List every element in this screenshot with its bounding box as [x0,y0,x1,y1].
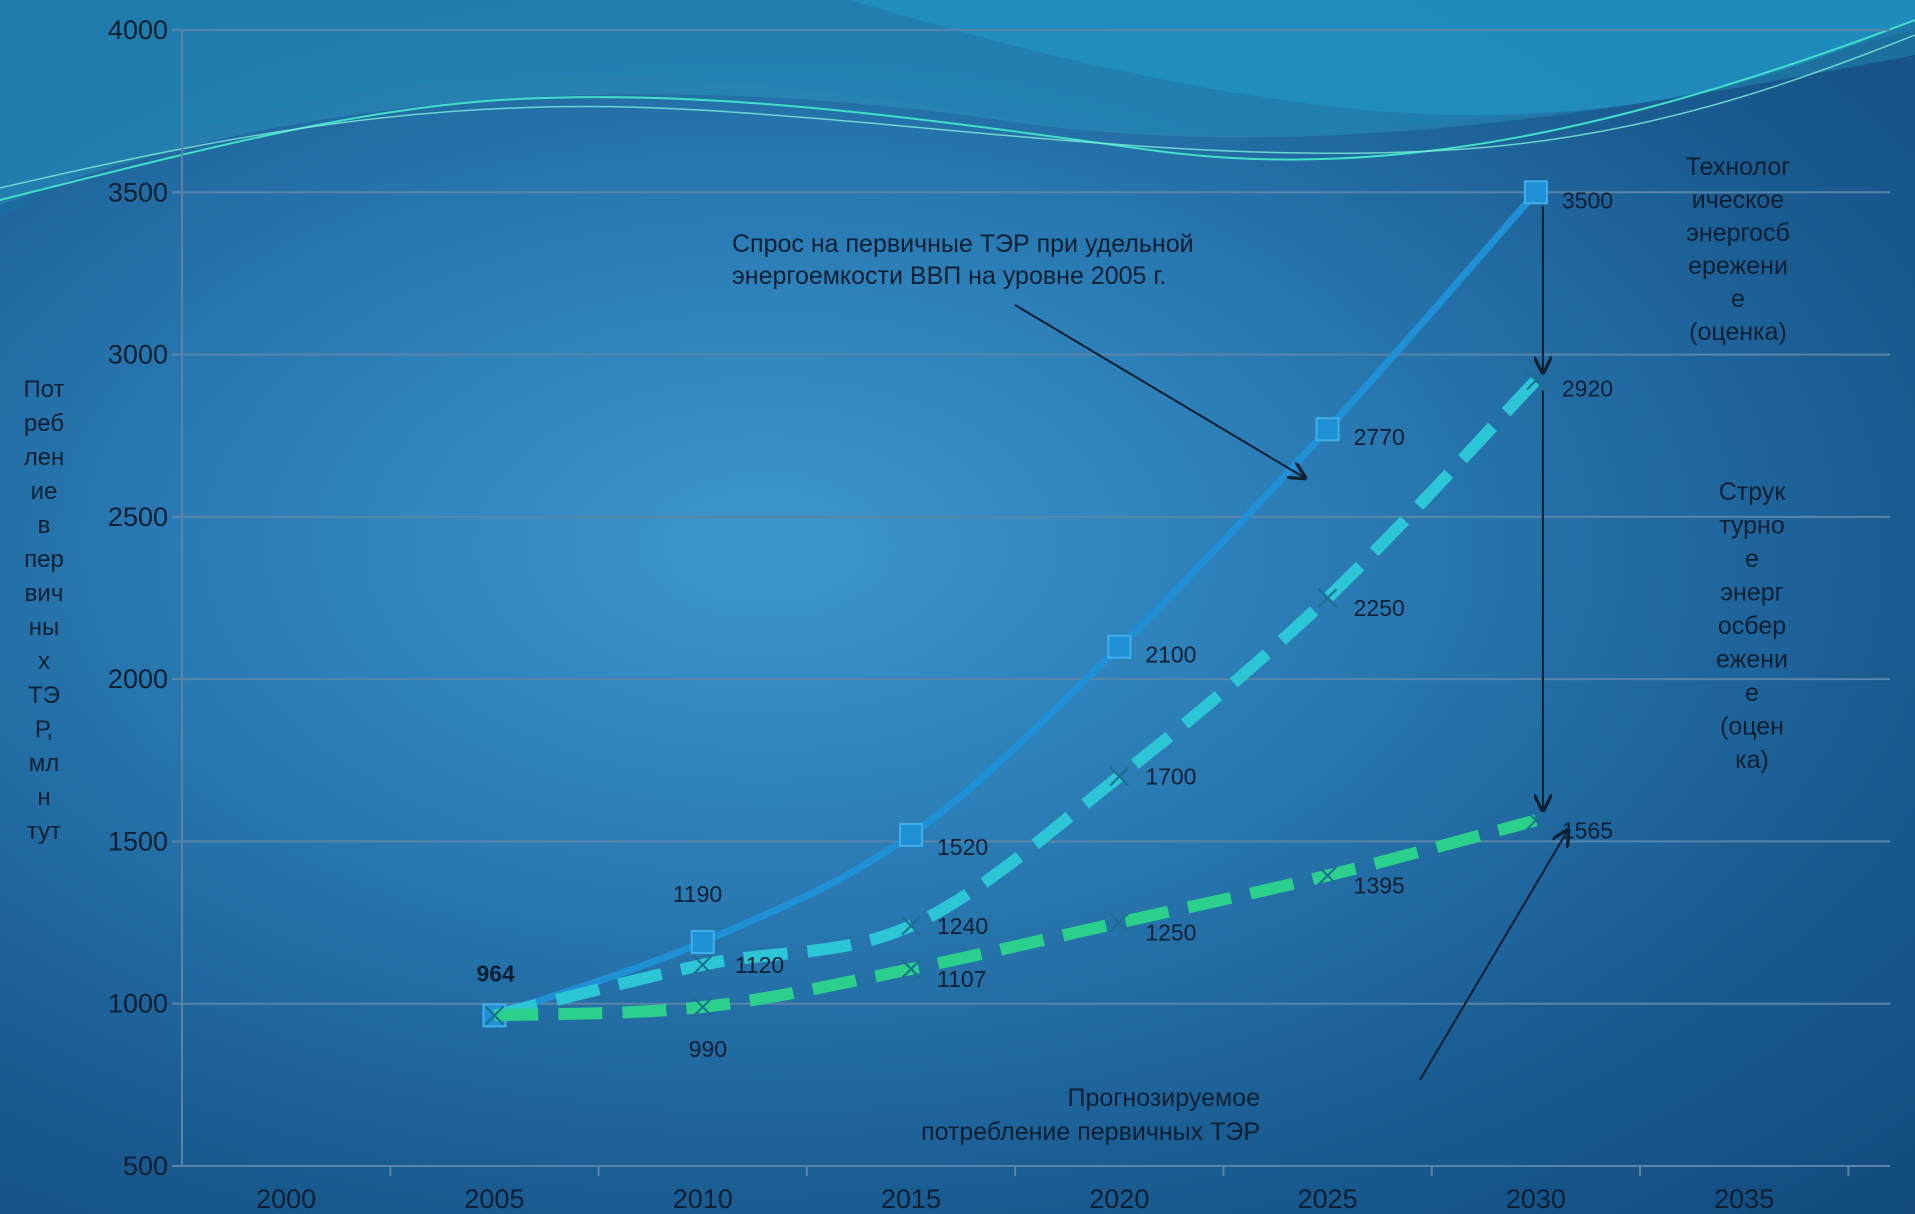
tech-saving-note-line: Технолог [1686,153,1791,181]
point-tech_saving-2015 [901,916,921,936]
x-tick-label: 2005 [464,1184,524,1214]
demand-note-line: энергоемкости ВВП на уровне 2005 г. [732,262,1166,290]
decorative-waves [0,0,1915,220]
y-axis-label-line: Р, [35,716,53,743]
y-axis-label-line: в [38,512,51,539]
point-demand_2005-2020 [1107,634,1132,659]
data-label-tech_saving: 2920 [1562,376,1613,402]
demand-note-arrow [1014,304,1305,478]
point-forecast-2005 [484,1005,505,1026]
data-label-forecast: 1565 [1562,817,1613,843]
data-labels: 964 1190 1520 2100 2770 3500 1120 1240 1700 2250 2… [476,187,1613,1062]
data-label-forecast: 1250 [1145,920,1196,946]
x-tick-label: 2015 [881,1184,941,1214]
struct-saving-note-line: ежени [1716,646,1788,674]
y-tick-label: 1500 [108,826,168,856]
data-label-tech_saving: 2250 [1354,595,1405,621]
struct-saving-note-line: е [1745,679,1759,707]
series-layer [482,180,1548,1028]
x-tick-label: 2025 [1298,1184,1358,1214]
y-axis-label-line: ТЭ [28,682,60,709]
y-tick-label: 500 [123,1151,168,1181]
annotations: Спрос на первичные ТЭР при удельной энерг… [732,153,1790,1146]
point-forecast-2025 [1317,865,1338,886]
data-label-demand_2005: 3500 [1562,187,1613,213]
data-label-tech_saving: 1700 [1145,764,1196,790]
data-label-forecast: 1107 [937,966,986,992]
data-label-forecast: 990 [689,1036,727,1062]
point-tech_saving-2010 [693,955,713,975]
point-forecast-2015 [901,959,921,979]
struct-saving-note-line: осбер [1718,612,1786,640]
y-axis-label-line: ны [29,614,60,641]
series-line-tech_saving [493,376,1541,1022]
tech-saving-note-line: е [1731,285,1745,313]
x-tick-label: 2010 [673,1184,733,1214]
y-tick-label: 2000 [108,664,168,694]
series-line-forecast [494,814,1538,1022]
y-axis-label-line: ие [31,478,58,505]
struct-saving-note-line: ка) [1735,746,1769,774]
y-axis-label-line: мл [29,750,60,777]
axes: 4000 3500 3000 2500 2000 1500 1000 500 2000 2005 2… [23,15,1890,1214]
demand-note-line: Спрос на первичные ТЭР при удельной [732,230,1194,258]
point-demand_2005-2030 [1523,180,1548,205]
data-label-demand_2005: 2770 [1354,424,1405,450]
y-tick-label: 1000 [108,989,168,1019]
data-label-demand_2005: 2100 [1145,642,1196,668]
y-axis-label-line: н [37,784,50,811]
data-label-tech_saving: 1120 [735,952,784,978]
y-tick-label: 2500 [108,502,168,532]
point-demand_2005-2015 [899,822,924,847]
data-label-demand_2005: 964 [476,960,515,986]
y-tick-label: 3000 [108,340,168,370]
tech-saving-note-line: ережени [1688,252,1788,280]
point-forecast-2030 [1526,810,1546,831]
point-forecast-2020 [1109,912,1130,933]
forecast-note-arrow [1419,830,1568,1081]
struct-saving-note-line: е [1745,545,1759,573]
x-tick-label: 2035 [1714,1184,1774,1214]
forecast-note-line: потребление первичных ТЭР [921,1118,1260,1146]
y-axis-label-line: х [38,648,50,675]
x-tick-label: 2000 [256,1184,316,1214]
data-label-tech_saving: 1240 [937,913,988,939]
tech-saving-note-line: ическое [1692,186,1784,214]
y-tick-label: 3500 [108,177,168,207]
point-demand_2005-2010 [690,930,715,955]
point-tech_saving-2025 [1317,588,1338,608]
y-axis-label-line: Пот [23,376,64,403]
y-axis-label-line: пер [24,546,64,573]
y-axis-label-line: лен [24,444,65,471]
forecast-note-line: Прогнозируемое [1068,1084,1261,1112]
point-tech_saving-2030 [1526,370,1546,391]
point-tech_saving-2020 [1109,766,1130,787]
struct-saving-note-line: турно [1719,512,1785,540]
y-tick-label: 4000 [108,15,168,45]
tech-saving-note-line: энергосб [1686,219,1790,247]
struct-saving-note-line: Струк [1719,478,1787,506]
data-label-demand_2005: 1520 [937,834,988,860]
data-label-forecast: 1395 [1354,873,1405,899]
tech-saving-note-line: (оценка) [1689,318,1787,346]
y-axis-label-line: вич [25,580,64,607]
struct-saving-note-line: энерг [1720,579,1784,607]
x-tick-label: 2030 [1506,1184,1566,1214]
grid-lines [182,29,1890,1167]
point-forecast-2010 [693,997,713,1017]
y-axis-label-line: реб [24,410,64,437]
struct-saving-note-line: (оцен [1720,713,1784,741]
x-tick-label: 2020 [1089,1184,1149,1214]
data-label-demand_2005: 1190 [673,881,722,907]
y-axis-label-line: тут [27,818,61,845]
point-demand_2005-2025 [1315,417,1340,442]
